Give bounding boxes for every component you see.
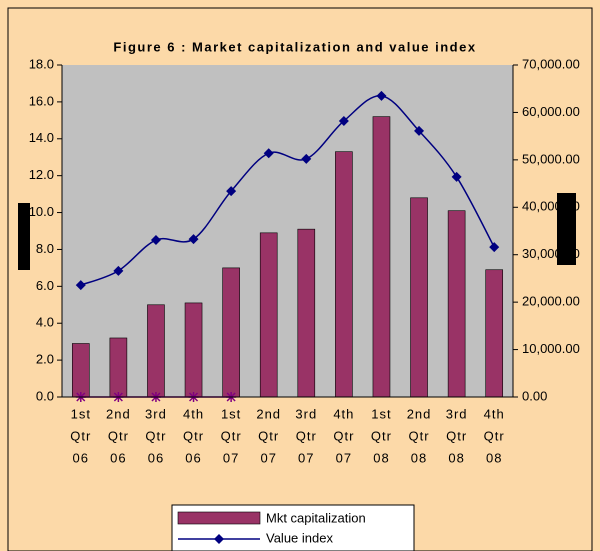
y-tick-label: 10.0 [29, 204, 54, 219]
diamond-marker [75, 280, 86, 291]
x-tick-label: 08 [373, 450, 389, 465]
x-tick-label: 08 [486, 450, 502, 465]
diamond-marker [376, 90, 387, 101]
x-tick-label: Qtr [371, 428, 392, 443]
diamond-marker [301, 153, 312, 164]
redaction [18, 203, 30, 270]
legend-marker [214, 534, 224, 544]
bar [222, 267, 240, 398]
bar [485, 269, 504, 398]
x-tick-label: 1st [221, 406, 241, 421]
diamond-marker [414, 125, 425, 136]
x-tick-label: Qtr [333, 428, 354, 443]
legend-label: Value index [266, 530, 333, 545]
y2-tick-label: 0.00 [522, 388, 547, 403]
diamond-marker [263, 148, 274, 159]
y-tick-label: 8.0 [36, 241, 54, 256]
diamond-marker [150, 235, 161, 246]
x-tick-label: 2nd [407, 406, 432, 421]
x-tick-label: 3rd [446, 406, 468, 421]
bar [372, 116, 391, 398]
x-tick-label: 3rd [145, 406, 167, 421]
diamond-marker [188, 234, 199, 245]
y-tick-label: 18.0 [29, 56, 54, 71]
x-tick-label: 07 [336, 450, 352, 465]
x-tick-label: 3rd [295, 406, 317, 421]
y2-tick-label: 60,000.00 [522, 104, 580, 119]
x-tick-label: 06 [185, 450, 201, 465]
x-tick-label: 07 [260, 450, 276, 465]
y2-tick-label: 70,000.00 [522, 56, 580, 71]
y-tick-label: 14.0 [29, 130, 54, 145]
y-tick-label: 4.0 [36, 315, 54, 330]
diamond-marker [451, 171, 462, 182]
bar [335, 151, 353, 398]
x-tick-label: 2nd [106, 406, 131, 421]
y2-tick-label: 50,000.00 [522, 151, 580, 166]
x-tick-label: Qtr [446, 428, 467, 443]
y2-tick-label: 20,000.00 [522, 294, 580, 309]
plot-area [62, 65, 513, 397]
bar [297, 228, 316, 398]
x-tick-label: 07 [223, 450, 239, 465]
bar [109, 337, 128, 398]
x-tick-label: 4th [183, 406, 204, 421]
x-tick-label: 4th [333, 406, 354, 421]
x-tick-label: 1st [71, 406, 91, 421]
y-tick-label: 6.0 [36, 278, 54, 293]
y-tick-label: 16.0 [29, 93, 54, 108]
y-tick-label: 12.0 [29, 167, 54, 182]
x-tick-label: 1st [371, 406, 391, 421]
redaction [557, 193, 576, 265]
x-tick-label: 2nd [256, 406, 281, 421]
bar [259, 232, 278, 398]
chart-title: Figure 6 : Market capitalization and val… [113, 39, 476, 54]
y-tick-label: 0.0 [36, 388, 54, 403]
x-tick-label: 08 [411, 450, 427, 465]
y-tick-label: 2.0 [36, 352, 54, 367]
x-tick-label: Qtr [221, 428, 242, 443]
x-tick-label: Qtr [296, 428, 317, 443]
diamond-marker [113, 265, 124, 276]
x-tick-label: 06 [148, 450, 164, 465]
bar [410, 197, 428, 398]
y2-tick-label: 10,000.00 [522, 341, 580, 356]
x-tick-label: 06 [73, 450, 89, 465]
x-tick-label: 06 [110, 450, 126, 465]
x-tick-label: Qtr [484, 428, 505, 443]
x-tick-label: Qtr [183, 428, 204, 443]
x-tick-label: 4th [484, 406, 505, 421]
diamond-marker [489, 242, 500, 253]
bar [147, 304, 165, 398]
diamond-marker [338, 115, 349, 126]
x-tick-label: Qtr [70, 428, 91, 443]
x-tick-label: Qtr [108, 428, 129, 443]
x-tick-label: Qtr [145, 428, 166, 443]
x-tick-label: 08 [448, 450, 464, 465]
legend-label: Mkt capitalization [266, 510, 366, 525]
x-tick-label: 07 [298, 450, 314, 465]
legend-swatch [177, 511, 261, 525]
bar [184, 302, 203, 398]
x-tick-label: Qtr [258, 428, 279, 443]
bar [71, 343, 90, 398]
x-tick-label: Qtr [409, 428, 430, 443]
diamond-marker [226, 186, 237, 197]
bar [447, 210, 466, 398]
